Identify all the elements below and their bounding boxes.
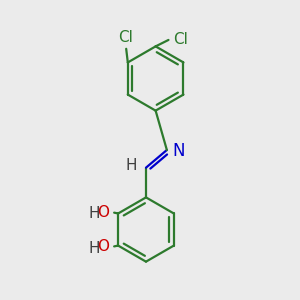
Text: H: H (89, 241, 100, 256)
Text: H: H (89, 206, 100, 221)
Text: Cl: Cl (173, 32, 188, 47)
Text: O: O (97, 205, 109, 220)
Text: H: H (126, 158, 137, 173)
Text: O: O (97, 239, 109, 254)
Text: Cl: Cl (118, 30, 133, 45)
Text: N: N (172, 142, 185, 160)
